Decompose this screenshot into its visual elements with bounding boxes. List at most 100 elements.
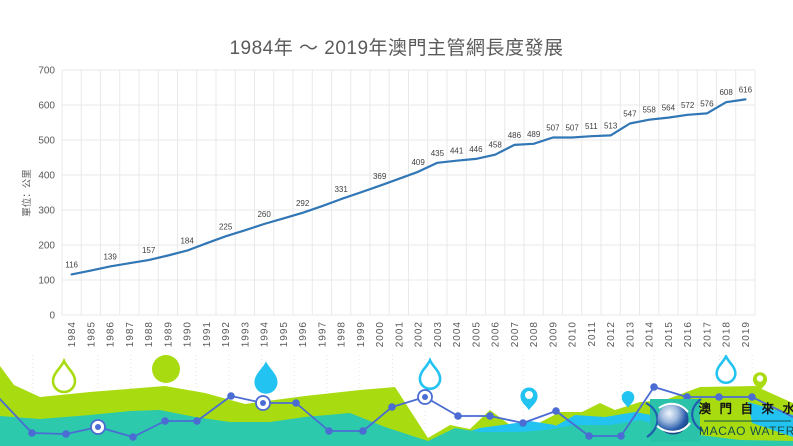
macao-water-logo: 澳 門 自 來 水 MACAO WATER [645, 398, 793, 442]
y-axis-tick-label: 600 [38, 101, 55, 112]
footer-marker [748, 393, 756, 401]
footer-marker [193, 417, 201, 425]
x-axis-tick-label: 2006 [491, 321, 502, 347]
water-drop-outline-lime-icon [51, 359, 77, 394]
x-axis-tick-label: 2011 [587, 321, 598, 347]
x-axis-tick-label: 1989 [163, 321, 174, 347]
footer-marker [28, 429, 36, 437]
x-axis-tick-label: 1997 [317, 321, 328, 347]
x-axis-tick-label: 2017 [702, 321, 713, 347]
data-point-label: 564 [662, 104, 676, 113]
x-axis-tick-label: 1996 [298, 321, 309, 347]
data-point-label: 331 [334, 185, 348, 194]
footer-marker [292, 399, 300, 407]
pipe-length-line-chart: 0 100 200 300 400 500 600 700 單位：公里 1984 1985 1986 1… [21, 66, 756, 347]
x-axis-tick-label: 1995 [279, 321, 290, 347]
x-axis-tick-label: 1987 [125, 321, 136, 347]
footer-marker [715, 393, 723, 401]
x-axis-tick-label: 1990 [183, 321, 194, 347]
footer-marker [650, 383, 658, 391]
x-axis-tick-label: 2018 [722, 321, 733, 347]
data-point-label: 558 [642, 106, 656, 115]
footer-ring-marker-dot [260, 400, 266, 406]
footer-ring-marker-dot [95, 424, 101, 430]
footer-marker [683, 393, 691, 401]
water-drop-filled-cyan-icon [254, 361, 278, 394]
data-point-label: 486 [508, 131, 522, 140]
data-point-label: 446 [469, 145, 483, 154]
x-axis-tick-label: 2001 [394, 321, 405, 347]
y-axis-tick-label: 0 [49, 311, 55, 322]
x-axis-tick-label: 1999 [356, 321, 367, 347]
water-drop-outline-cyan-icon [418, 358, 442, 391]
logo-sphere-swirl-top [658, 402, 689, 413]
x-axis-tick-label: 2009 [548, 321, 559, 347]
water-pin-lime-icon [752, 372, 768, 391]
footer-marker [585, 432, 593, 440]
data-point-label: 608 [719, 88, 733, 97]
x-axis-tick-label: 2010 [568, 321, 579, 347]
footer-ring-marker-dot [422, 394, 428, 400]
water-pin-cyan-icon [520, 387, 538, 411]
data-point-label: 409 [411, 158, 425, 167]
logo-swirl-right [691, 398, 704, 432]
x-axis-tick-label: 2019 [741, 321, 752, 347]
x-axis-tick-label: 1988 [144, 321, 155, 347]
y-axis-tick-label: 300 [38, 206, 55, 217]
footer-marker [359, 427, 367, 435]
footer-marker [388, 403, 396, 411]
x-axis-tick-label: 2015 [664, 321, 675, 347]
y-axis-tick-label: 700 [38, 66, 55, 77]
footer-decoration: 澳 門 自 來 水 MACAO WATER [0, 355, 793, 446]
footer-marker [519, 419, 527, 427]
x-axis-tick-label: 1994 [260, 321, 271, 347]
chart-gridlines [61, 69, 756, 316]
data-point-label: 616 [739, 85, 753, 94]
pipe-length-series-line [70, 98, 747, 276]
footer-marker [486, 412, 494, 420]
footer-marker [552, 407, 560, 415]
footer-marker [617, 432, 625, 440]
y-axis-tick-label: 500 [38, 136, 55, 147]
x-axis-tick-label: 1986 [106, 321, 117, 347]
x-axis-tick-label: 1993 [240, 321, 251, 347]
x-axis-tick-label: 2008 [529, 321, 540, 347]
data-point-label: 576 [700, 99, 714, 108]
data-point-label: 369 [373, 172, 387, 181]
data-point-label: 507 [546, 124, 560, 133]
footer-marker [129, 433, 137, 441]
x-axis-tick-label: 1992 [221, 321, 232, 347]
footer-polyline [0, 383, 793, 441]
x-axis-tick-label: 1991 [202, 321, 213, 347]
x-axis-tick-label: 2003 [433, 321, 444, 347]
data-point-label: 441 [450, 147, 464, 156]
x-axis-tick-label: 2005 [471, 321, 482, 347]
y-axis-tick-label: 400 [38, 171, 55, 182]
chart-series-line [70, 98, 747, 276]
data-point-label: 572 [681, 101, 695, 110]
y-axis-title: 單位：公里 [21, 169, 33, 217]
chart-title: 1984年 ～ 2019年澳門主管網長度發展 [229, 38, 564, 59]
x-axis-tick-label: 2013 [625, 321, 636, 347]
data-point-label: 435 [431, 149, 445, 158]
footer-marker [62, 430, 70, 438]
data-point-label: 116 [65, 260, 78, 269]
logo-chinese-text: 澳 門 自 來 水 [699, 401, 793, 416]
logo-swirl-left [645, 402, 659, 438]
data-point-label: 489 [527, 130, 541, 139]
data-point-label: 458 [488, 141, 502, 150]
x-axis-tick-label: 1985 [86, 321, 97, 347]
x-axis-tick-label: 2016 [683, 321, 694, 347]
footer-marker [161, 417, 169, 425]
data-point-label: 511 [585, 122, 598, 131]
data-point-label: 260 [257, 210, 271, 219]
data-point-label: 139 [103, 252, 117, 261]
y-axis-tick-label: 200 [38, 241, 55, 252]
footer-marker [325, 427, 333, 435]
x-axis-tick-label: 2014 [645, 321, 656, 347]
footer-marker [454, 412, 462, 420]
chart-data-labels: 116 139 157 184 225 260 292 331 369 409 435 441 446 4… [65, 85, 752, 269]
x-axis-tick-label: 2007 [510, 321, 521, 347]
data-point-label: 292 [296, 199, 310, 208]
y-axis-tick-label: 100 [38, 276, 55, 287]
